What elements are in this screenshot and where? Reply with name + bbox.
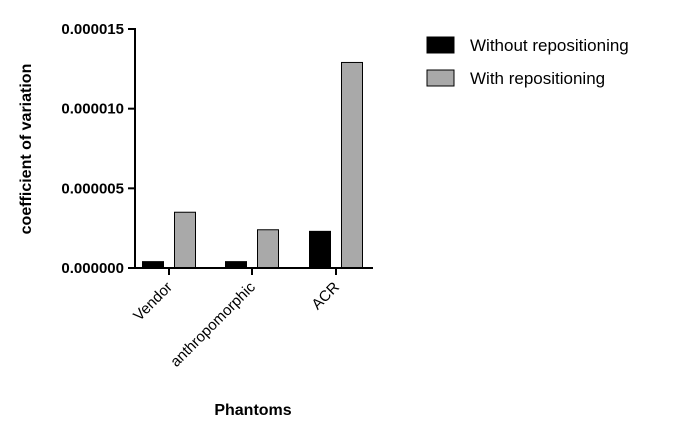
x-tick-label: anthropomorphic: [167, 278, 259, 370]
legend-swatch: [426, 69, 455, 87]
bar-acr-series-1: [309, 230, 331, 269]
legend: Without repositioning With repositioning: [426, 36, 629, 88]
y-tick-label: 0.000000: [61, 260, 124, 277]
y-tick-label: 0.000005: [61, 180, 124, 197]
y-tick-label: 0.000015: [61, 21, 124, 38]
axes-group: [134, 28, 373, 269]
x-tick-label: ACR: [308, 279, 343, 314]
legend-swatch: [426, 36, 455, 54]
legend-label: With repositioning: [470, 69, 605, 88]
bar-vendor-series-2: [174, 211, 196, 269]
bar-acr-series-2: [341, 61, 363, 269]
y-tick-label: 0.000010: [61, 101, 124, 118]
bars-group: [142, 61, 363, 269]
y-axis-title: coefficient of variation: [18, 64, 35, 235]
legend-label: Without repositioning: [470, 36, 629, 55]
x-axis-title: Phantoms: [214, 402, 291, 419]
bar-anthropomorphic-series-2: [257, 229, 279, 269]
x-tick-label: Vendor: [130, 279, 176, 325]
y-ticks-group: 0.000000 0.000005 0.000010 0.000015: [61, 21, 135, 277]
